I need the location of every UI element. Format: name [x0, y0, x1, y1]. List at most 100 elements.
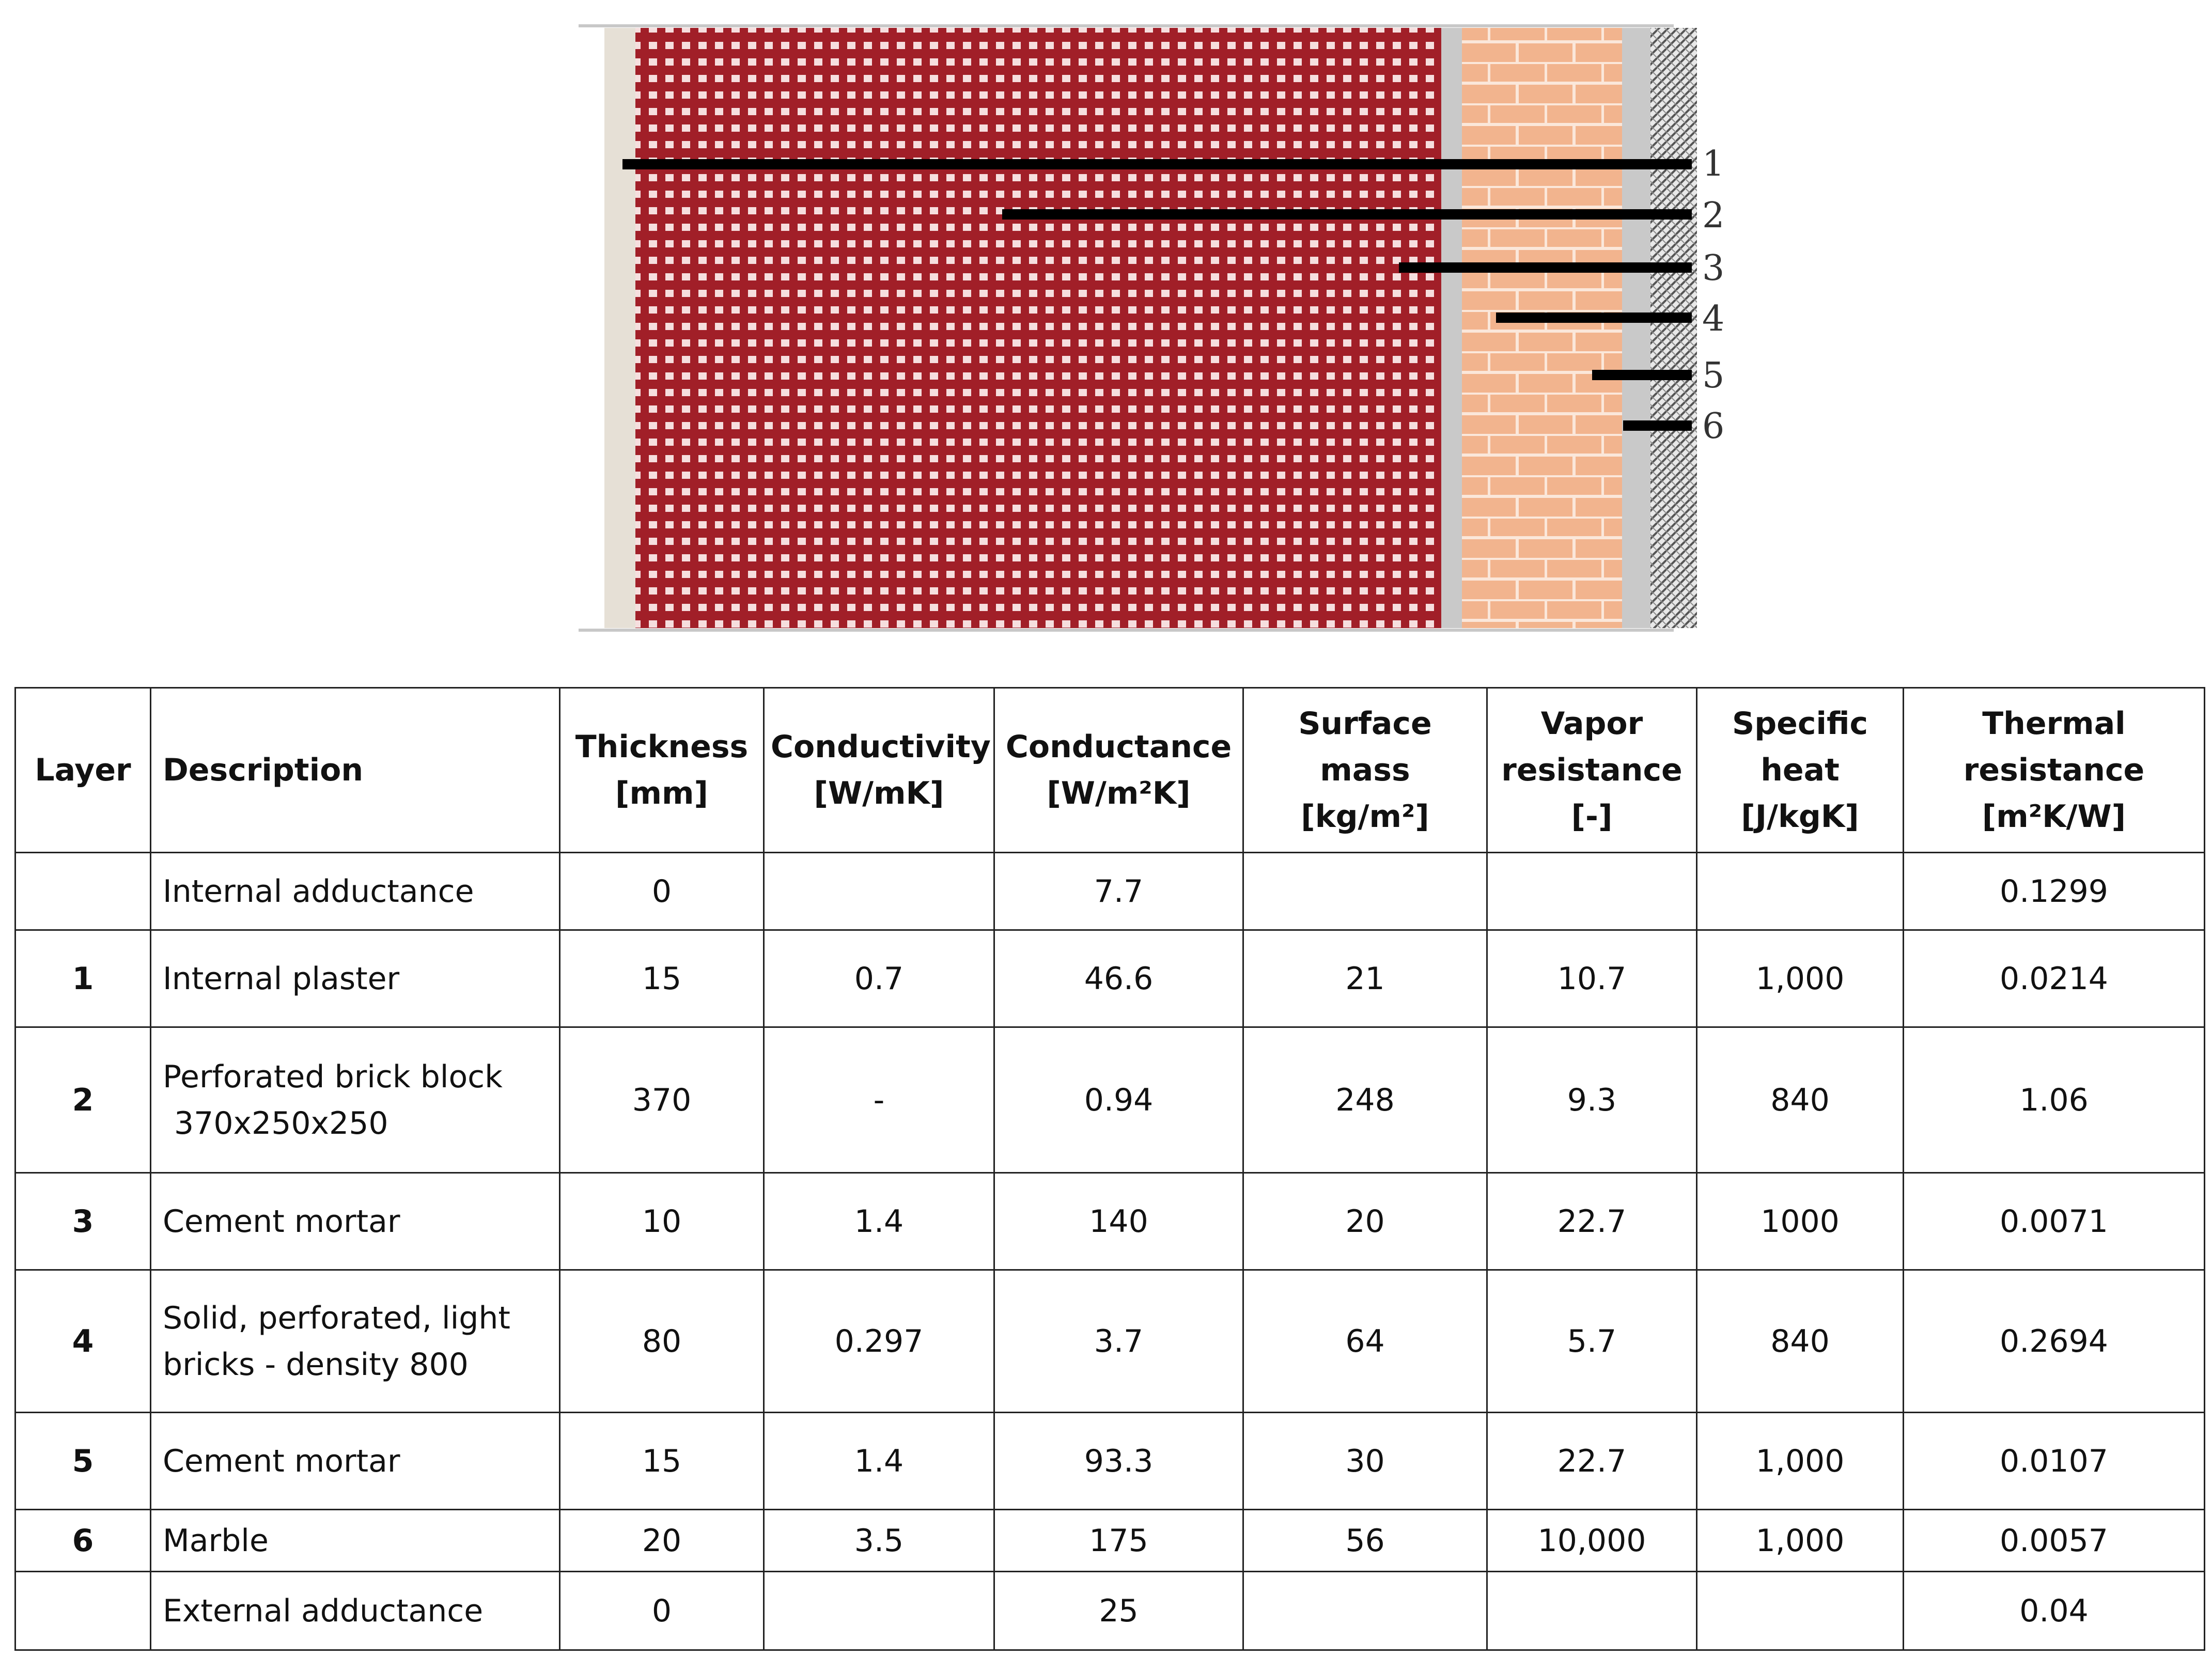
- cell-thickness: 20: [559, 1509, 765, 1572]
- cell-vapor-resistance: 10.7: [1486, 929, 1697, 1028]
- cell-conductance: 140: [993, 1172, 1244, 1271]
- cell-conductivity: [763, 1571, 995, 1651]
- header-surface-mass-line: Surface mass: [1298, 706, 1432, 788]
- cell-thickness: 0: [559, 852, 765, 931]
- cell-conductivity: [763, 852, 995, 931]
- cell-thickness: 80: [559, 1269, 765, 1413]
- header-vapor-resistance: Vapor resistance [-]: [1486, 687, 1697, 853]
- callout-4: 4: [1702, 299, 1724, 339]
- cell-conductivity: 1.4: [763, 1412, 995, 1510]
- cell-thermal-resistance: 0.0214: [1903, 929, 2205, 1028]
- cell-surface-mass: 21: [1242, 929, 1488, 1028]
- cell-conductivity: 0.7: [763, 929, 995, 1028]
- callout-5: 5: [1702, 355, 1724, 396]
- header-specific-heat-line2: heat: [1761, 752, 1840, 788]
- layer-perforated-brick-block: [635, 28, 1441, 628]
- cell-thermal-resistance: 0.0057: [1903, 1509, 2205, 1572]
- cell-description-line1: Perforated brick block: [163, 1058, 503, 1095]
- cell-specific-heat: 1,000: [1696, 1509, 1904, 1572]
- cell-thermal-resistance: 0.2694: [1903, 1269, 2205, 1413]
- cell-description: Solid, perforated, light bricks - densit…: [150, 1269, 560, 1413]
- callout-1: 1: [1702, 144, 1724, 184]
- cell-layer: 1: [14, 929, 151, 1028]
- cell-vapor-resistance: 9.3: [1486, 1026, 1697, 1174]
- cell-layer: [14, 852, 151, 931]
- table-row: 6 Marble 20 3.5 175 56 10,000 1,000 0.00…: [14, 1509, 2205, 1572]
- layer-cement-mortar-outer: [1622, 28, 1650, 628]
- header-vapor-resistance-unit: [-]: [1571, 799, 1613, 835]
- header-conductance-unit: [W/m²K]: [1047, 775, 1191, 811]
- header-thermal-resistance-line2: resistance: [1963, 752, 2145, 788]
- header-conductivity-line: Conductivity: [771, 729, 991, 765]
- cell-layer: 5: [14, 1412, 151, 1510]
- cell-thermal-resistance: 0.1299: [1903, 852, 2205, 931]
- header-vapor-resistance-line1: Vapor: [1540, 706, 1643, 742]
- header-conductance: Conductance [W/m²K]: [993, 687, 1244, 853]
- table-row: External adductance 0 25 0.04: [14, 1571, 2205, 1651]
- header-thickness-unit: [mm]: [615, 775, 708, 811]
- callout-3: 3: [1702, 248, 1724, 289]
- cell-vapor-resistance: 22.7: [1486, 1172, 1697, 1271]
- cell-description: Marble: [150, 1509, 560, 1572]
- cell-description: Internal adductance: [150, 852, 560, 931]
- cell-surface-mass: [1242, 1571, 1488, 1651]
- cell-conductance: 7.7: [993, 852, 1244, 931]
- cell-conductance: 46.6: [993, 929, 1244, 1028]
- cell-specific-heat: 1,000: [1696, 929, 1904, 1028]
- cell-description: External adductance: [150, 1571, 560, 1651]
- cell-specific-heat: 1,000: [1696, 1412, 1904, 1510]
- cell-thermal-resistance: 1.06: [1903, 1026, 2205, 1174]
- cell-thermal-resistance: 0.0107: [1903, 1412, 2205, 1510]
- layer-cement-mortar-inner: [1441, 28, 1462, 628]
- cell-conductivity: 1.4: [763, 1172, 995, 1271]
- cell-thickness: 15: [559, 929, 765, 1028]
- header-thermal-resistance: Thermal resistance [m²K/W]: [1903, 687, 2205, 853]
- table-row: 3 Cement mortar 10 1.4 140 20 22.7 1000 …: [14, 1172, 2205, 1271]
- header-specific-heat-unit: [J/kgK]: [1741, 799, 1859, 835]
- cell-conductance: 3.7: [993, 1269, 1244, 1413]
- header-thickness-line: Thickness: [575, 729, 749, 765]
- cell-vapor-resistance: 5.7: [1486, 1269, 1697, 1413]
- header-vapor-resistance-line2: resistance: [1501, 752, 1683, 788]
- cell-conductivity: 3.5: [763, 1509, 995, 1572]
- cell-thermal-resistance: 0.04: [1903, 1571, 2205, 1651]
- table-row: 1 Internal plaster 15 0.7 46.6 21 10.7 1…: [14, 929, 2205, 1028]
- cell-conductance: 25: [993, 1571, 1244, 1651]
- table-header-row: Layer Description Thickness [mm] Conduct…: [14, 687, 2205, 853]
- cell-description: Cement mortar: [150, 1172, 560, 1271]
- header-conductance-line: Conductance: [1005, 729, 1232, 765]
- header-surface-mass-unit: [kg/m²]: [1301, 799, 1429, 835]
- layer-properties-table: Layer Description Thickness [mm] Conduct…: [14, 687, 2205, 1651]
- callout-6: 6: [1702, 406, 1724, 447]
- cell-description: Perforated brick block 370x250x250: [150, 1026, 560, 1174]
- cell-thickness: 10: [559, 1172, 765, 1271]
- cell-layer: 3: [14, 1172, 151, 1271]
- cell-surface-mass: 20: [1242, 1172, 1488, 1271]
- cell-specific-heat: 1000: [1696, 1172, 1904, 1271]
- cell-vapor-resistance: 10,000: [1486, 1509, 1697, 1572]
- layer-internal-plaster: [604, 28, 635, 628]
- header-specific-heat-line1: Specific: [1732, 706, 1868, 742]
- header-thickness: Thickness [mm]: [559, 687, 765, 853]
- table-row: 5 Cement mortar 15 1.4 93.3 30 22.7 1,00…: [14, 1412, 2205, 1510]
- layer-light-bricks: [1462, 28, 1622, 628]
- cell-layer: 6: [14, 1509, 151, 1572]
- cell-surface-mass: 56: [1242, 1509, 1488, 1572]
- cell-thickness: 0: [559, 1571, 765, 1651]
- header-specific-heat: Specific heat [J/kgK]: [1696, 687, 1904, 853]
- cell-thermal-resistance: 0.0071: [1903, 1172, 2205, 1271]
- table-row: 4 Solid, perforated, light bricks - dens…: [14, 1269, 2205, 1413]
- callout-2: 2: [1702, 195, 1724, 236]
- cell-conductivity: -: [763, 1026, 995, 1174]
- cell-vapor-resistance: [1486, 852, 1697, 931]
- header-layer: Layer: [14, 687, 151, 853]
- cell-layer: 4: [14, 1269, 151, 1413]
- cell-thickness: 370: [559, 1026, 765, 1174]
- layer-marble: [1650, 28, 1697, 628]
- cell-specific-heat: 840: [1696, 1026, 1904, 1174]
- cell-description-line1: Solid, perforated, light: [163, 1300, 510, 1336]
- cell-surface-mass: 30: [1242, 1412, 1488, 1510]
- table-row: 2 Perforated brick block 370x250x250 370…: [14, 1026, 2205, 1174]
- table-row: Internal adductance 0 7.7 0.1299: [14, 852, 2205, 931]
- header-conductivity: Conductivity [W/mK]: [763, 687, 995, 853]
